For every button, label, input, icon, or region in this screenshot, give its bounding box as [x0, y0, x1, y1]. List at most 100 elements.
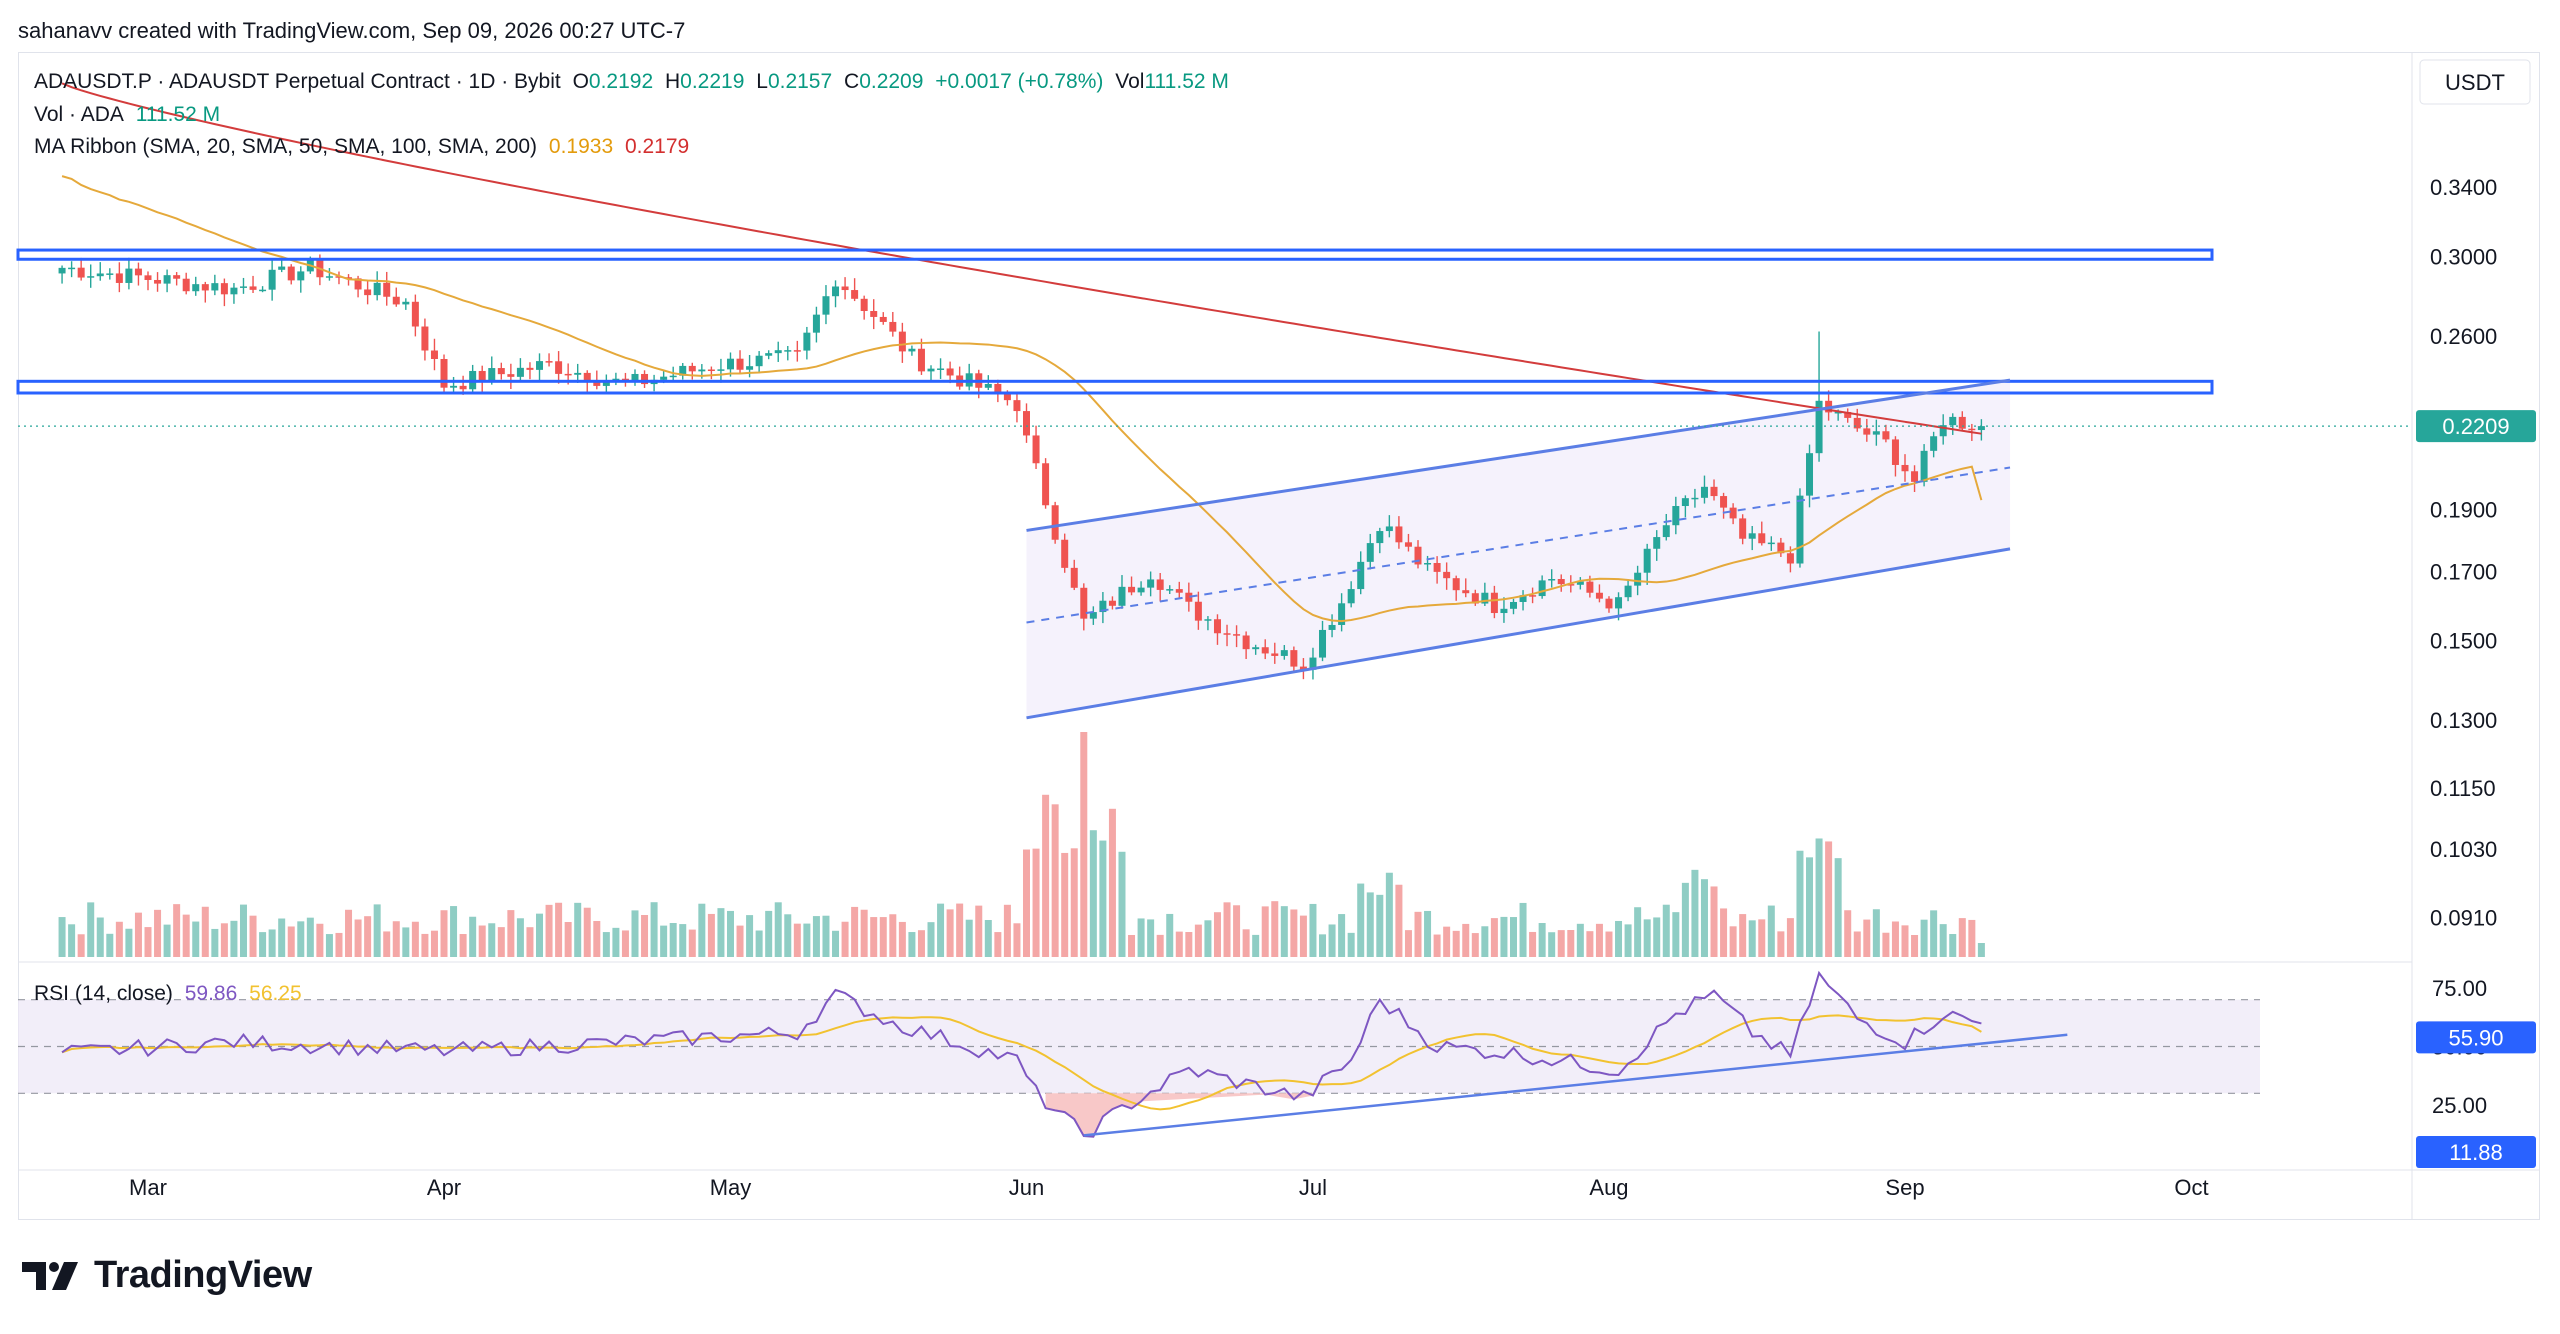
- volume-bar: [325, 934, 333, 957]
- candle-body: [583, 372, 591, 383]
- candle-body: [497, 368, 505, 375]
- volume-bar: [1567, 929, 1575, 957]
- volume-bar: [1930, 910, 1938, 957]
- candle-body: [1872, 431, 1880, 435]
- volume-bar: [1882, 932, 1890, 957]
- price-tick: 0.2600: [2430, 324, 2497, 349]
- candle-body: [1042, 463, 1050, 506]
- volume-bar: [306, 917, 314, 957]
- candle-body: [1882, 431, 1890, 440]
- volume-bar: [1758, 919, 1766, 957]
- rsi-value-label: 55.90: [2448, 1025, 2503, 1050]
- candle-body: [411, 301, 419, 327]
- channel-lower-line: [1026, 547, 2011, 720]
- candle-body: [1404, 542, 1412, 547]
- candle-body: [1538, 580, 1546, 597]
- volume-bar: [392, 921, 400, 957]
- volume-bar: [77, 934, 85, 957]
- candle-body: [1309, 657, 1317, 670]
- candle-body: [812, 314, 820, 333]
- candle-body: [1385, 526, 1393, 532]
- volume-bar: [593, 920, 601, 957]
- rsi-min-label: 11.88: [2449, 1140, 2502, 1165]
- candle-body: [1452, 578, 1460, 591]
- volume-bar: [1070, 848, 1078, 957]
- volume-bar: [364, 916, 372, 957]
- price-tick: 0.1300: [2430, 708, 2497, 733]
- volume-bar: [134, 912, 142, 957]
- candle-body: [1147, 579, 1155, 588]
- volume-bar: [268, 929, 276, 957]
- volume-bar: [1023, 849, 1030, 957]
- volume-bar: [211, 928, 219, 957]
- volume-bar: [1175, 931, 1183, 957]
- candle-body: [1213, 619, 1221, 634]
- time-tick: Sep: [1885, 1175, 1924, 1200]
- candle-body: [1233, 634, 1241, 636]
- candle-body: [564, 373, 572, 376]
- tradingview-brand[interactable]: TradingView: [20, 1254, 312, 1297]
- volume-bar: [1662, 904, 1670, 957]
- candle-body: [402, 301, 410, 305]
- candle-body: [717, 369, 725, 371]
- candle-body: [1643, 548, 1651, 573]
- candle-body: [593, 382, 601, 386]
- candle-body: [1729, 507, 1737, 519]
- volume-bar: [679, 924, 687, 957]
- candle-body: [430, 350, 438, 360]
- volume-bar: [1003, 904, 1011, 957]
- candle-body: [1586, 581, 1594, 593]
- candle-body: [125, 268, 133, 283]
- volume-bar: [106, 933, 114, 957]
- candle-body: [1920, 450, 1928, 482]
- candle-body: [669, 375, 677, 378]
- volume-bar: [1548, 932, 1556, 957]
- candle-body: [450, 385, 458, 388]
- candle-body: [383, 282, 391, 297]
- candle-body: [144, 275, 152, 280]
- volume-bar: [1366, 892, 1374, 957]
- volume-bar: [1500, 916, 1508, 957]
- candle-body: [278, 266, 286, 270]
- candle-body: [182, 278, 190, 292]
- volume-bar: [555, 902, 563, 957]
- volume-bar: [1137, 918, 1145, 957]
- candle-body: [1605, 598, 1613, 609]
- candle-body: [1576, 581, 1584, 585]
- candle-body: [908, 348, 916, 352]
- candle-body: [1099, 600, 1107, 613]
- candle-body: [1252, 647, 1260, 650]
- candle-body: [545, 361, 553, 363]
- volume-bar: [631, 910, 639, 957]
- volume-bar: [1949, 934, 1957, 957]
- candle-body: [1891, 439, 1899, 465]
- volume-bar: [1672, 912, 1680, 957]
- candle-body: [1223, 633, 1231, 635]
- volume-bar: [68, 924, 76, 957]
- volume-bar: [297, 921, 305, 957]
- volume-bar: [583, 907, 591, 957]
- volume-bar: [602, 932, 610, 957]
- volume-bar: [1977, 943, 1985, 957]
- volume-bar: [1013, 923, 1021, 957]
- volume-bar: [1404, 930, 1412, 957]
- volume-bar: [488, 923, 496, 957]
- volume-bar: [1853, 931, 1861, 957]
- candle-body: [1357, 561, 1365, 590]
- legend-close-label: C: [844, 70, 860, 93]
- candle-body: [1118, 586, 1126, 606]
- volume-bar: [860, 909, 868, 957]
- volume-bar: [937, 903, 945, 957]
- volume-bar: [650, 902, 658, 957]
- candle-body: [1958, 416, 1966, 429]
- candle-body: [421, 326, 429, 351]
- volume-bar: [1911, 934, 1919, 957]
- candle-body: [937, 368, 945, 370]
- volume-bar: [803, 923, 811, 957]
- price-tick: 0.0910: [2430, 906, 2497, 931]
- volume-bar: [220, 923, 228, 957]
- candle-body: [1748, 533, 1756, 539]
- volume-bar: [1338, 914, 1346, 957]
- candle-body: [87, 276, 95, 278]
